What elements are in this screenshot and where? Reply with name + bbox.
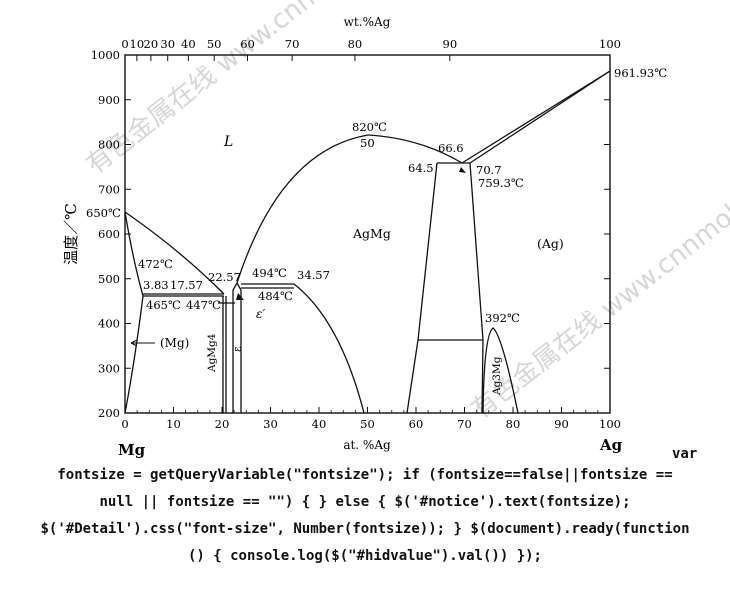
top-tick-label: 70 bbox=[285, 37, 300, 51]
bottom-tick-label: 80 bbox=[506, 417, 521, 431]
label-961: 961.93℃ bbox=[614, 66, 667, 80]
y-tick-label: 700 bbox=[98, 182, 120, 196]
phase-epsilon-prime: ε′ bbox=[256, 307, 265, 321]
top-tick-label: 20 bbox=[144, 37, 159, 51]
agmg-right-boundary bbox=[406, 162, 438, 414]
label-494: 494℃ bbox=[252, 266, 287, 280]
annotations: 961.93℃ 820℃ 50 66.6 64.5 70.7 759.3℃ 65… bbox=[86, 66, 667, 325]
top-tick-label: 30 bbox=[160, 37, 175, 51]
y-tick-label: 400 bbox=[98, 317, 120, 331]
label-759: 759.3℃ bbox=[478, 176, 524, 190]
top-tick-label: 100 bbox=[599, 37, 621, 51]
phase-epsilon: ε bbox=[231, 346, 244, 352]
bottom-tick-label: 100 bbox=[599, 417, 621, 431]
top-tick-label: 50 bbox=[207, 37, 222, 51]
y-axis-ticks: 1000 900 800 700 600 500 400 300 200 bbox=[91, 48, 610, 420]
agmg-left-solvus bbox=[293, 283, 365, 414]
label-70-7: 70.7 bbox=[476, 163, 502, 177]
code-line-2: null || fontsize == "") { } else { $('#n… bbox=[99, 494, 631, 510]
label-17-57: 17.57 bbox=[170, 278, 203, 292]
top-axis-ticks: 0 10 20 30 40 50 60 70 80 90 100 bbox=[121, 37, 621, 61]
mg-solidus-curve bbox=[124, 211, 144, 297]
label-3-83: 3.83 bbox=[143, 278, 169, 292]
top-tick-label: 80 bbox=[348, 37, 363, 51]
phase-agmg: AgMg bbox=[352, 226, 391, 241]
epsilon-peak bbox=[232, 281, 242, 291]
y-tick-label: 900 bbox=[98, 93, 120, 107]
label-64-5: 64.5 bbox=[408, 161, 434, 175]
top-axis-title: wt.%Ag bbox=[344, 15, 391, 29]
maximum-point-marker bbox=[459, 167, 466, 173]
code-line-3: $('#Detail').css("font-size", Number(fon… bbox=[40, 521, 690, 537]
ag-left-boundary bbox=[469, 162, 484, 414]
y-tick-label: 600 bbox=[98, 227, 120, 241]
top-tick-label: 40 bbox=[181, 37, 196, 51]
ag-liquidus bbox=[461, 70, 611, 164]
watermark-text-2: 有色金属在线 www.cnnmol.com bbox=[466, 160, 730, 426]
mg-liquidus-curve bbox=[124, 211, 225, 295]
ag3mg-dome bbox=[482, 327, 519, 414]
epsilon-prime-marker bbox=[236, 293, 244, 300]
y-axis-title: 温度／℃ bbox=[62, 203, 80, 265]
y-tick-label: 800 bbox=[98, 138, 120, 152]
phase-ag: (Ag) bbox=[537, 236, 564, 251]
left-element-label: Mg bbox=[118, 441, 146, 459]
bottom-tick-label: 0 bbox=[121, 417, 128, 431]
agmg-liquidus-right bbox=[367, 134, 463, 164]
right-element-label: Ag bbox=[599, 436, 623, 454]
phase-labels: L AgMg (Ag) (Mg) ε′ AgMg4 ε Ag3Mg bbox=[160, 134, 564, 396]
label-465: 465℃ bbox=[146, 298, 181, 312]
bottom-tick-label: 20 bbox=[215, 417, 230, 431]
y-tick-label: 500 bbox=[98, 272, 120, 286]
top-tick-label: 60 bbox=[240, 37, 255, 51]
phase-agmg4: AgMg4 bbox=[206, 333, 218, 373]
bottom-axis-title: at. %Ag bbox=[343, 438, 391, 452]
bottom-tick-label: 50 bbox=[360, 417, 375, 431]
top-tick-label: 10 bbox=[130, 37, 145, 51]
code-line-1: fontsize = getQueryVariable("fontsize");… bbox=[57, 467, 673, 483]
mg-ag-phase-diagram: 有色金属在线 www.cnnmol.com 有色金属在线 www.cnnmol.… bbox=[62, 0, 730, 459]
y-tick-label: 1000 bbox=[91, 48, 120, 62]
y-tick-label: 300 bbox=[98, 361, 120, 375]
label-392: 392℃ bbox=[485, 311, 520, 325]
label-472: 472℃ bbox=[138, 257, 173, 271]
code-var-keyword: var bbox=[672, 446, 698, 462]
label-650: 650℃ bbox=[86, 206, 121, 220]
bottom-tick-label: 90 bbox=[554, 417, 569, 431]
mg-phase-arrow bbox=[130, 339, 155, 347]
bottom-axis-ticks: 0 10 20 30 40 50 60 70 80 90 100 bbox=[121, 407, 621, 431]
phase-mg: (Mg) bbox=[160, 336, 189, 350]
label-484: 484℃ bbox=[258, 289, 293, 303]
label-820: 820℃ bbox=[352, 120, 387, 134]
label-66-6: 66.6 bbox=[438, 141, 464, 155]
phase-liquid: L bbox=[223, 134, 233, 150]
phase-ag3mg: Ag3Mg bbox=[491, 356, 503, 396]
code-line-4: () { console.log($("#hidvalue").val()) }… bbox=[187, 548, 542, 564]
top-tick-label: 0 bbox=[121, 37, 128, 51]
mg-solvus-curve bbox=[124, 295, 144, 414]
label-34-57: 34.57 bbox=[297, 268, 330, 282]
bottom-tick-label: 30 bbox=[263, 417, 278, 431]
bottom-tick-label: 40 bbox=[312, 417, 327, 431]
top-tick-label: 90 bbox=[443, 37, 458, 51]
bottom-tick-label: 10 bbox=[166, 417, 181, 431]
label-447: 447℃ bbox=[186, 298, 221, 312]
bottom-tick-label: 70 bbox=[457, 417, 472, 431]
watermark: 有色金属在线 www.cnnmol.com 有色金属在线 www.cnnmol.… bbox=[81, 0, 730, 426]
bottom-tick-label: 60 bbox=[409, 417, 424, 431]
agmg-liquidus-left bbox=[236, 134, 369, 284]
label-22-57: 22.57 bbox=[208, 270, 241, 284]
y-tick-label: 200 bbox=[98, 406, 120, 420]
phase-boundaries bbox=[124, 70, 611, 414]
ag-solidus bbox=[469, 70, 611, 164]
label-50: 50 bbox=[360, 136, 375, 150]
